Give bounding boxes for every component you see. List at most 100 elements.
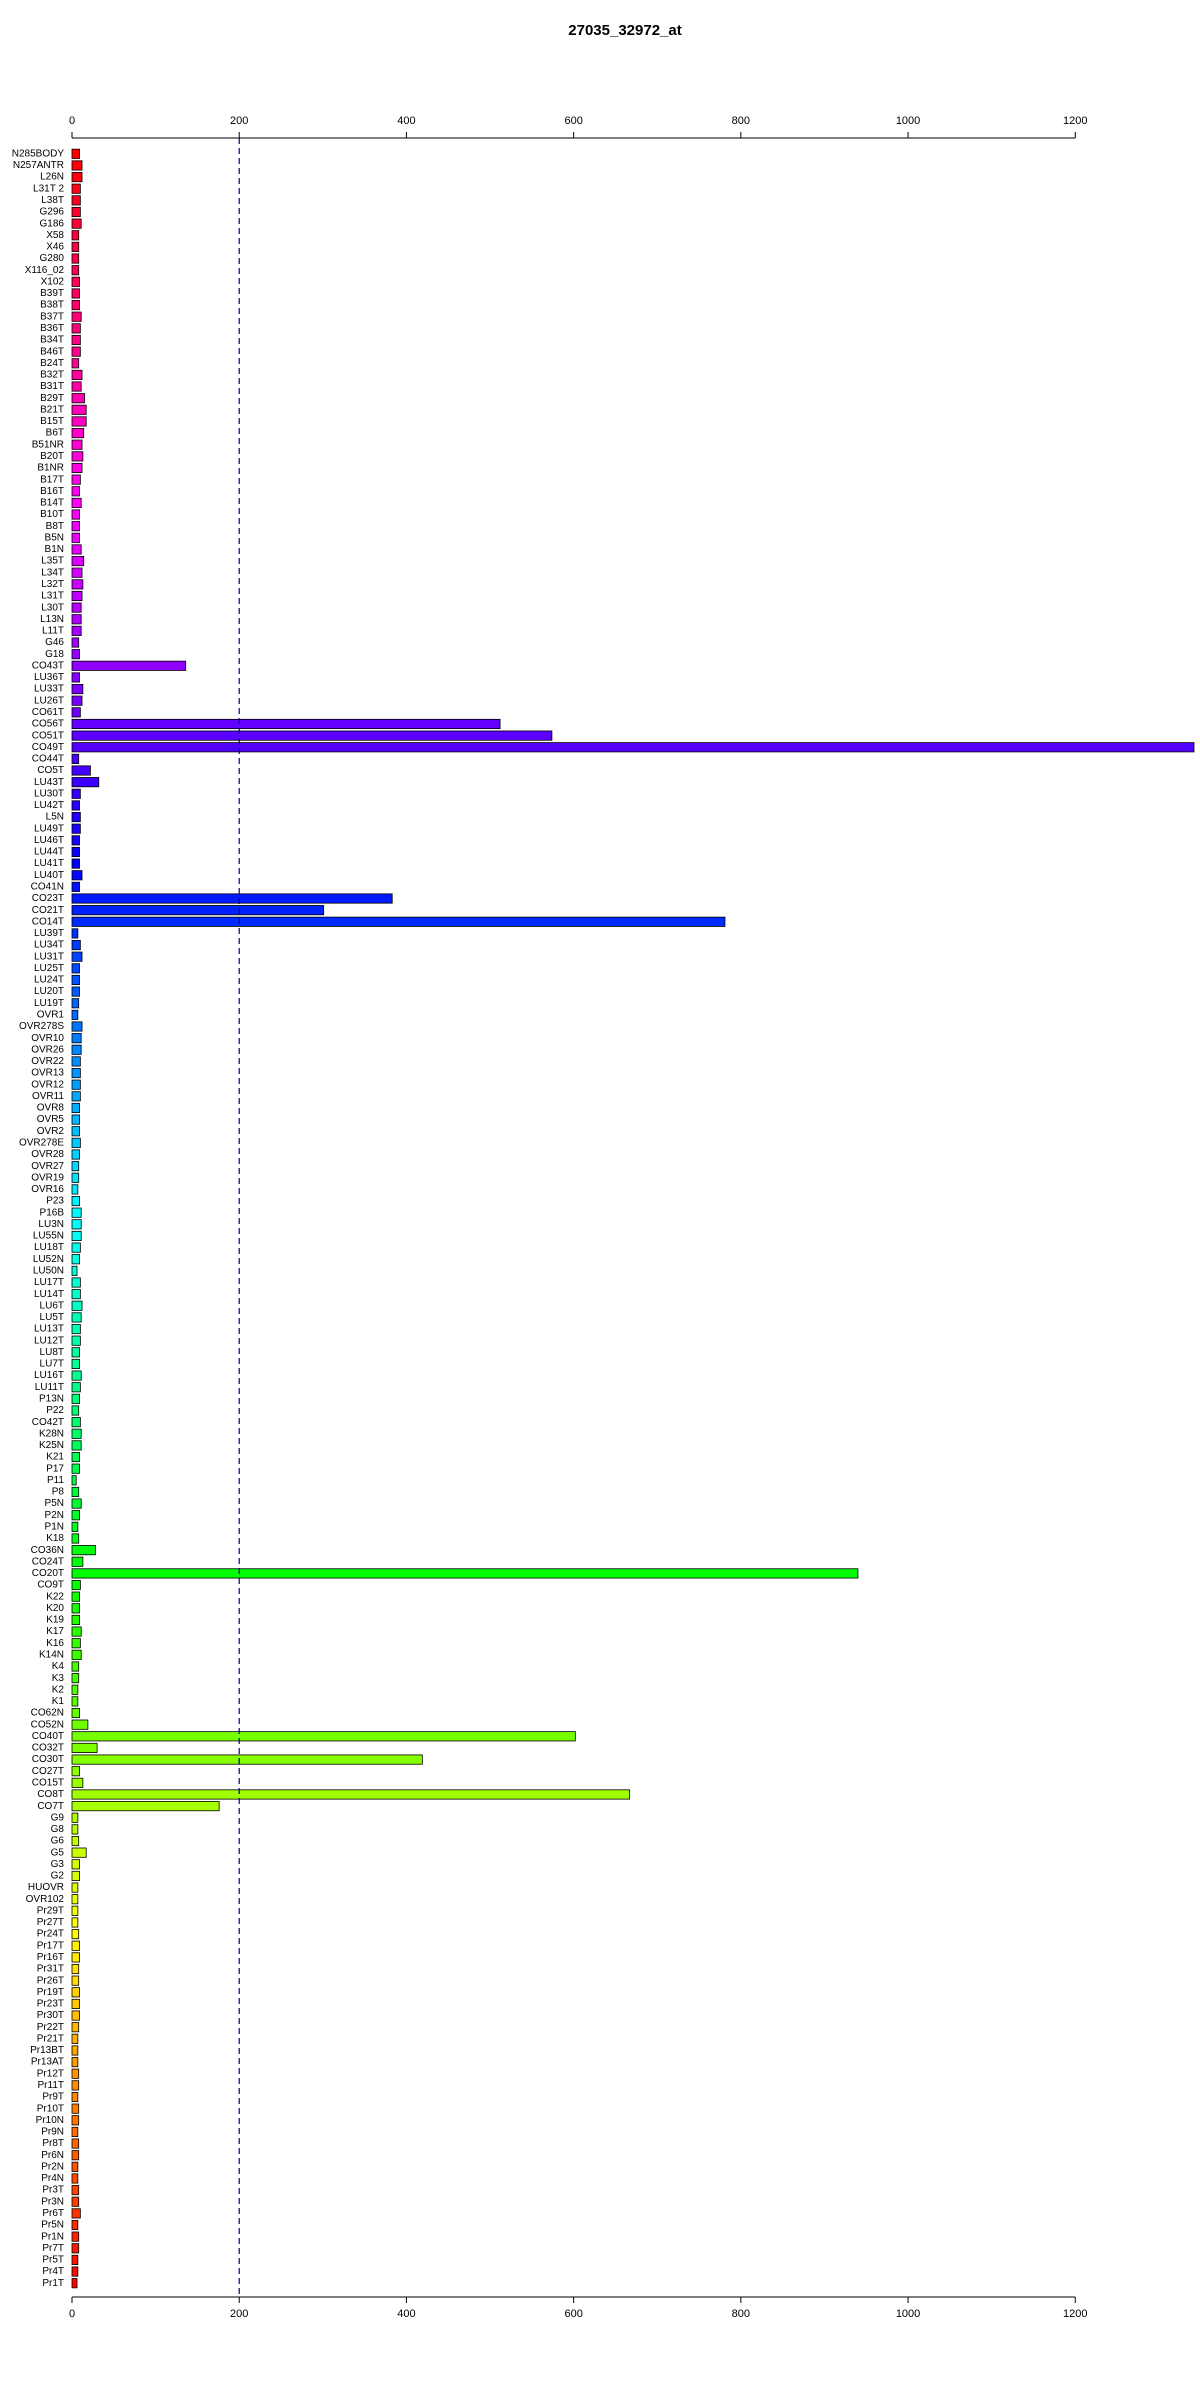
category-label: K22	[46, 1591, 64, 1602]
category-label: OVR19	[31, 1172, 64, 1183]
category-label: G3	[51, 1859, 65, 1870]
category-label: X46	[46, 242, 64, 253]
category-label: P5N	[45, 1498, 64, 1509]
category-label: CO8T	[37, 1789, 64, 1800]
x-tick-label: 1000	[896, 2308, 920, 2320]
bar	[71, 1254, 80, 1265]
bar	[71, 1801, 220, 1812]
bar	[71, 998, 80, 1009]
category-label: CO49T	[32, 742, 64, 753]
category-label: B15T	[40, 416, 64, 427]
category-label: G296	[40, 207, 65, 218]
bar	[71, 1184, 79, 1195]
bar	[71, 497, 82, 508]
bar	[71, 451, 84, 462]
category-label: Pr10T	[37, 2103, 64, 2114]
category-label: B51NR	[32, 439, 64, 450]
category-label: OVR22	[31, 1056, 64, 1067]
category-label: B29T	[40, 393, 64, 404]
category-label: CO51T	[32, 730, 64, 741]
category-label: X102	[41, 276, 65, 287]
bar	[71, 1102, 80, 1114]
category-label: CO20T	[32, 1568, 64, 1579]
category-label: OVR1	[37, 1010, 65, 1021]
category-label: LU17T	[34, 1277, 64, 1288]
category-label: Pr10N	[36, 2115, 64, 2126]
bar	[71, 1766, 80, 1777]
category-label: B5N	[45, 532, 64, 543]
category-label: K28N	[39, 1428, 64, 1439]
bar	[71, 404, 87, 415]
bar	[71, 1905, 79, 1916]
bar	[71, 602, 82, 613]
category-label: LU7T	[40, 1359, 64, 1370]
bar	[71, 1777, 84, 1788]
bar	[71, 870, 83, 881]
category-label: CO43T	[32, 660, 64, 671]
bar	[71, 1300, 83, 1311]
category-label: CO61T	[32, 707, 64, 718]
category-label: Pr13BT	[30, 2045, 64, 2056]
bar	[71, 2219, 79, 2231]
category-label: Pr29T	[37, 1905, 64, 1916]
bar	[71, 241, 80, 252]
bar	[71, 1510, 80, 1521]
bar	[71, 730, 553, 741]
bar	[71, 881, 80, 892]
bar	[71, 579, 84, 590]
category-label: Pr23T	[37, 1999, 64, 2010]
bar	[71, 1998, 80, 2009]
bar	[71, 1824, 79, 1835]
bar	[71, 1219, 82, 1230]
x-tick-label: 400	[397, 2308, 415, 2320]
bar	[71, 1742, 98, 1753]
bar	[71, 2115, 80, 2126]
bar	[71, 439, 83, 450]
category-label: P8	[52, 1487, 65, 1498]
category-label: Pr6T	[42, 2208, 64, 2219]
bar	[71, 684, 84, 695]
bar	[71, 2208, 81, 2219]
bar	[71, 2266, 79, 2277]
bar	[71, 358, 80, 369]
x-tick-label: 800	[732, 2308, 750, 2320]
category-label: CO56T	[32, 719, 64, 730]
category-label: Pr16T	[37, 1952, 64, 1963]
category-label: LU33T	[34, 684, 64, 695]
category-label: CO24T	[32, 1556, 64, 1567]
bar	[71, 1207, 82, 1218]
category-label: LU25T	[34, 963, 64, 974]
bar	[71, 1859, 80, 1870]
category-label: G9	[51, 1812, 65, 1823]
bar	[71, 1603, 80, 1614]
category-label: G2	[51, 1871, 65, 1882]
bar	[71, 742, 1195, 753]
bar	[71, 1673, 80, 1684]
category-label: LU5T	[40, 1312, 64, 1323]
category-label: OVR28	[31, 1149, 64, 1160]
category-label: L13N	[40, 614, 64, 625]
category-label: K4	[52, 1661, 65, 1672]
bar	[71, 777, 100, 788]
bar	[71, 1707, 80, 1719]
bar	[71, 206, 81, 218]
bar	[71, 893, 393, 904]
bar	[71, 2243, 80, 2254]
category-label: K18	[46, 1533, 64, 1544]
bar	[71, 288, 80, 299]
bar	[71, 951, 83, 962]
category-label: CO42T	[32, 1417, 64, 1428]
bar	[71, 1056, 81, 1067]
bar	[71, 2138, 80, 2149]
category-label: Pr12T	[37, 2068, 64, 2079]
category-label: G5	[51, 1847, 65, 1858]
category-label: Pr5N	[41, 2220, 64, 2231]
x-tick-label: 0	[69, 2308, 75, 2320]
category-label: OVR102	[26, 1894, 65, 1905]
category-label: OVR2	[37, 1126, 65, 1137]
bar	[71, 1568, 859, 1579]
category-label: LU55N	[33, 1231, 64, 1242]
category-label: K1	[52, 1696, 65, 1707]
category-label: CO40T	[32, 1731, 64, 1742]
